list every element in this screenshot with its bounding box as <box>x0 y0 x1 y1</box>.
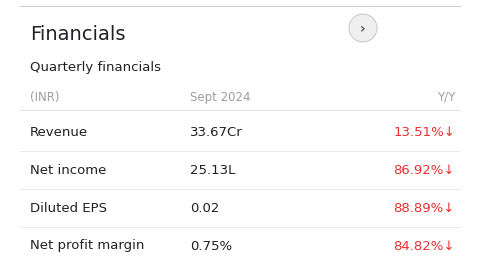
Text: 0.02: 0.02 <box>190 201 219 215</box>
Text: Sept 2024: Sept 2024 <box>190 91 251 104</box>
Text: Financials: Financials <box>30 26 125 44</box>
Ellipse shape <box>349 14 377 42</box>
Text: Net profit margin: Net profit margin <box>30 240 144 252</box>
Text: (INR): (INR) <box>30 91 60 104</box>
Text: 84.82%↓: 84.82%↓ <box>394 240 455 252</box>
Text: Y/Y: Y/Y <box>437 91 455 104</box>
Text: 33.67Cr: 33.67Cr <box>190 126 243 139</box>
Text: 25.13L: 25.13L <box>190 163 235 176</box>
Text: 0.75%: 0.75% <box>190 240 232 252</box>
Text: Diluted EPS: Diluted EPS <box>30 201 107 215</box>
Text: Quarterly financials: Quarterly financials <box>30 62 161 74</box>
Text: Net income: Net income <box>30 163 107 176</box>
Text: 13.51%↓: 13.51%↓ <box>393 126 455 139</box>
Text: Revenue: Revenue <box>30 126 88 139</box>
Text: ›: › <box>360 21 366 35</box>
Text: 88.89%↓: 88.89%↓ <box>394 201 455 215</box>
Text: 86.92%↓: 86.92%↓ <box>394 163 455 176</box>
